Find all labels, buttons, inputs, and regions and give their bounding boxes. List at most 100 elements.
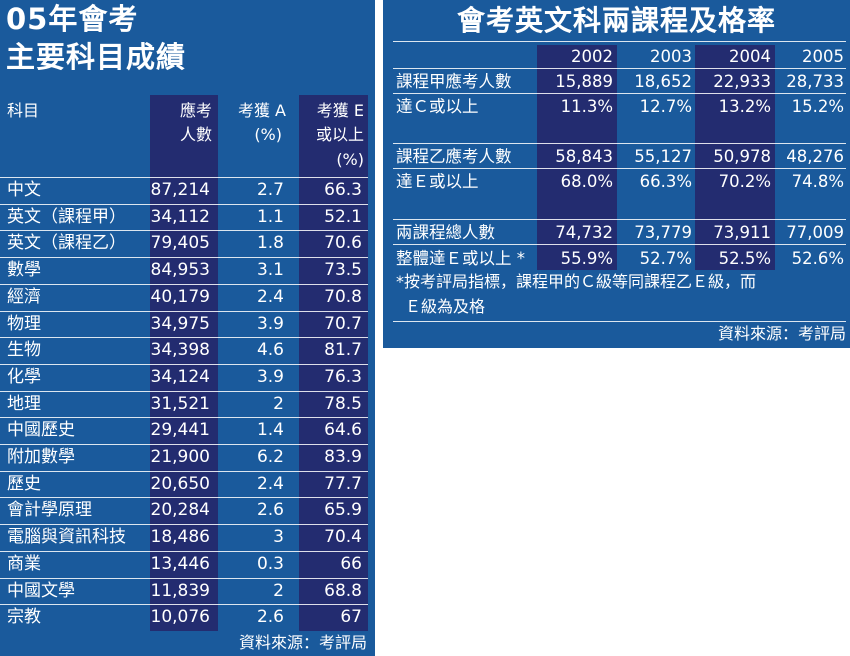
- subject-cell: 物理: [7, 313, 41, 334]
- footnote-line1: *按考評局指標，課程甲的Ｃ級等同課程乙Ｅ級，而: [396, 272, 757, 291]
- table-row: 會計學原理 20,284 2.6 65.9: [0, 497, 368, 524]
- grade-a-cell: 2.7: [256, 180, 284, 200]
- candidates-cell: 20,650: [150, 473, 210, 494]
- panel-title-line2: 主要科目成績: [6, 40, 187, 74]
- subject-cell: 數學: [7, 260, 41, 281]
- candidates-column-highlight: [150, 95, 218, 631]
- grade-e-cell: 65.9: [324, 500, 362, 521]
- value-cell: 50,978: [713, 147, 771, 166]
- row-label: 達Ｃ或以上: [396, 97, 479, 116]
- table-row: 物理 34,975 3.9 70.7: [0, 310, 368, 338]
- table-row: 地理 31,521 2 78.5: [0, 390, 368, 418]
- value-cell: 13.2%: [718, 97, 771, 116]
- panel-title: 會考英文科兩課程及格率: [456, 4, 776, 37]
- grade-a-cell: 1.8: [256, 233, 284, 254]
- subject-cell: 宗教: [7, 607, 41, 628]
- row-divider: [393, 93, 846, 94]
- table-row: 經濟 40,179 2.4 70.8: [0, 283, 368, 311]
- value-cell: 28,733: [786, 72, 844, 91]
- value-cell: 77,009: [786, 223, 844, 242]
- table-row: 達Ｅ或以上 68.0% 66.3% 70.2% 74.8%: [383, 169, 850, 194]
- grade-a-cell: 2.4: [256, 473, 284, 494]
- footnote-divider: [393, 321, 846, 322]
- table-row: 歷史 20,650 2.4 77.7: [0, 470, 368, 498]
- candidates-cell: 31,521: [150, 393, 210, 414]
- subject-cell: 中國文學: [7, 580, 75, 601]
- value-cell: 73,911: [713, 223, 771, 242]
- grade-e-cell: 52.1: [324, 206, 362, 227]
- row-divider: [0, 283, 368, 285]
- row-divider: [0, 257, 368, 259]
- grade-e-cell: 70.8: [324, 286, 362, 307]
- candidates-cell: 10,076: [150, 607, 210, 628]
- grade-e-cell: 76.3: [324, 366, 362, 387]
- candidates-cell: 40,179: [150, 286, 210, 307]
- value-cell: 52.6%: [791, 249, 844, 268]
- grade-a-cell: 1.1: [256, 206, 284, 227]
- grade-e-cell: 67: [340, 607, 362, 628]
- title-divider: [393, 41, 846, 42]
- grade-e-cell: 66.3: [324, 180, 362, 200]
- row-divider: [0, 203, 368, 205]
- grade-e-cell: 78.5: [324, 393, 362, 414]
- subject-cell: 經濟: [7, 286, 41, 307]
- candidates-cell: 34,398: [150, 340, 210, 361]
- header-grade-e-3: (%): [336, 150, 364, 169]
- table-row: 電腦與資訊科技 18,486 3 70.4: [0, 524, 368, 551]
- value-cell: 55.9%: [560, 249, 613, 268]
- value-cell: 52.7%: [639, 249, 692, 268]
- table-row: 附加數學 21,900 6.2 83.9: [0, 444, 368, 471]
- table-row: 英文（課程乙） 79,405 1.8 70.6: [0, 230, 368, 257]
- candidates-cell: 18,486: [150, 527, 210, 548]
- header-grade-e-1: 考獲 E: [316, 101, 364, 120]
- grade-a-cell: 2.6: [256, 500, 284, 521]
- footnote-line2: Ｅ級為及格: [405, 297, 486, 316]
- grade-a-cell: 2.4: [256, 286, 284, 307]
- subject-cell: 中文: [7, 180, 41, 200]
- grade-e-column-highlight: [299, 95, 368, 631]
- row-divider: [0, 177, 368, 178]
- header-grade-a-2: (%): [254, 125, 282, 144]
- candidates-cell: 20,284: [150, 500, 210, 521]
- candidates-cell: 79,405: [150, 233, 210, 254]
- row-divider: [393, 143, 846, 144]
- grade-a-cell: 3.9: [256, 313, 284, 334]
- subject-cell: 化學: [7, 366, 41, 387]
- table-row: 宗教 10,076 2.6 67: [0, 604, 368, 631]
- row-label: 課程甲應考人數: [396, 72, 512, 91]
- value-cell: 52.5%: [718, 249, 771, 268]
- panel-title-line1: 05年會考: [6, 2, 139, 36]
- english-pass-rate-panel: 會考英文科兩課程及格率 2002 2003 2004 2005 課程甲應考人數 1…: [383, 0, 850, 348]
- source-credit: 資料來源：考評局: [717, 324, 846, 343]
- grade-a-cell: 4.6: [256, 340, 284, 361]
- years-header-row: 2002 2003 2004 2005: [383, 44, 850, 69]
- year-2004-highlight: [695, 45, 775, 270]
- grade-e-cell: 70.7: [324, 313, 362, 334]
- value-cell: 48,276: [786, 147, 844, 166]
- candidates-cell: 21,900: [150, 447, 210, 467]
- table-row: 兩課程總人數 74,732 73,779 73,911 77,009: [383, 220, 850, 245]
- row-divider: [393, 219, 846, 220]
- grade-a-cell: 2: [273, 580, 284, 601]
- value-cell: 11.3%: [560, 97, 613, 116]
- table-row: 整體達Ｅ或以上 * 55.9% 52.7% 52.5% 52.6%: [383, 246, 850, 271]
- subject-cell: 商業: [7, 553, 41, 574]
- subject-results-panel: 05年會考 主要科目成績 科目 應考 人數 考獲 A (%) 考獲 E 或以上 …: [0, 0, 375, 656]
- value-cell: 74.8%: [791, 172, 844, 191]
- value-cell: 58,843: [555, 147, 613, 166]
- row-divider: [393, 68, 846, 69]
- value-cell: 55,127: [634, 147, 692, 166]
- row-divider: [0, 497, 368, 499]
- candidates-cell: 13,446: [150, 553, 210, 574]
- row-divider: [0, 417, 368, 419]
- grade-e-cell: 77.7: [324, 473, 362, 494]
- row-divider: [0, 390, 368, 392]
- table-row: 達Ｃ或以上 11.3% 12.7% 13.2% 15.2%: [383, 94, 850, 119]
- row-divider: [393, 168, 846, 169]
- subject-cell: 生物: [7, 340, 41, 361]
- table-row: 中國歷史 29,441 1.4 64.6: [0, 417, 368, 444]
- table-row: 生物 34,398 4.6 81.7: [0, 337, 368, 364]
- header-grade-e-2: 或以上: [315, 125, 364, 144]
- row-label: 整體達Ｅ或以上 *: [396, 249, 525, 268]
- row-divider: [393, 244, 846, 245]
